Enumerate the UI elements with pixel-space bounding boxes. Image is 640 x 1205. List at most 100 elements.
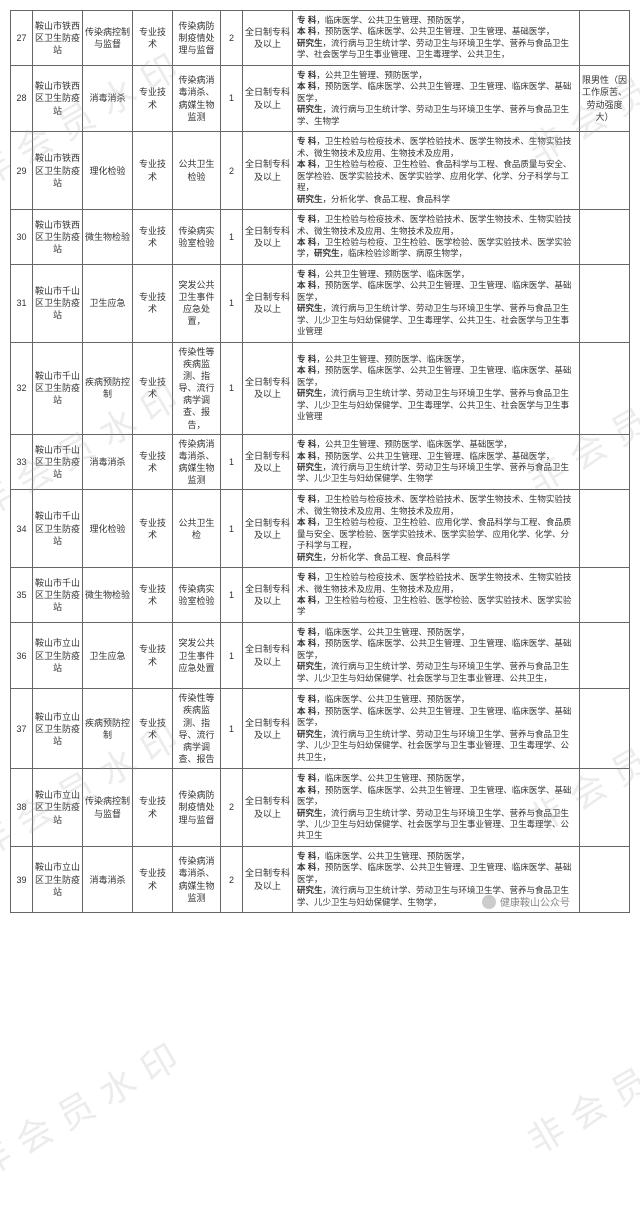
cell-req: 专 科，卫生检验与检疫技术、医学检验技术、医学生物技术、生物实验技术、微生物技术… [293, 490, 580, 568]
cell-qty: 2 [221, 132, 243, 210]
cell-req: 专 科，公共卫生管理、预防医学，本 科，预防医学、临床医学、公共卫生管理、卫生管… [293, 65, 580, 131]
table-row: 38鞍山市立山区卫生防疫站传染病控制与监督专业技术传染病防制疫情处理与监督2全日… [11, 769, 630, 847]
cell-edu: 全日制专科及以上 [243, 132, 293, 210]
job-table: 27鞍山市铁西区卫生防疫站传染病控制与监督专业技术传染病防制疫情处理与监督2全日… [10, 10, 630, 913]
cell-no: 27 [11, 11, 33, 66]
cell-note [580, 434, 630, 490]
cell-no: 38 [11, 769, 33, 847]
table-row: 28鞍山市铁西区卫生防疫站消毒消杀专业技术传染病消毒消杀、病媒生物监测1全日制专… [11, 65, 630, 131]
table-row: 36鞍山市立山区卫生防疫站卫生应急专业技术突发公共卫生事件应急处置1全日制专科及… [11, 622, 630, 688]
cell-post: 消毒消杀 [83, 846, 133, 912]
cell-note [580, 689, 630, 769]
cell-unit: 鞍山市立山区卫生防疫站 [33, 769, 83, 847]
cell-note [580, 132, 630, 210]
cell-req: 专 科，公共卫生管理、预防医学、临床医学、基础医学，本 科，预防医学、公共卫生管… [293, 434, 580, 490]
cell-note [580, 264, 630, 342]
cell-no: 36 [11, 622, 33, 688]
cell-cat: 专业技术 [133, 490, 173, 568]
cell-cat: 专业技术 [133, 210, 173, 265]
cell-qty: 1 [221, 342, 243, 434]
cell-no: 37 [11, 689, 33, 769]
cell-post: 传染病控制与监督 [83, 11, 133, 66]
cell-unit: 鞍山市铁西区卫生防疫站 [33, 65, 83, 131]
cell-no: 32 [11, 342, 33, 434]
cell-unit: 鞍山市铁西区卫生防疫站 [33, 11, 83, 66]
cell-qty: 1 [221, 264, 243, 342]
cell-unit: 鞍山市铁西区卫生防疫站 [33, 132, 83, 210]
cell-dir: 传染病消毒消杀、病媒生物监测 [173, 434, 221, 490]
cell-qty: 1 [221, 434, 243, 490]
cell-dir: 突发公共卫生事件应急处置， [173, 264, 221, 342]
cell-qty: 2 [221, 11, 243, 66]
cell-req: 专 科，临床医学、公共卫生管理、预防医学，本 科，预防医学、临床医学、公共卫生管… [293, 769, 580, 847]
cell-post: 疾病预防控制 [83, 342, 133, 434]
cell-unit: 鞍山市千山区卫生防疫站 [33, 568, 83, 623]
cell-req: 专 科，卫生检验与检疫技术、医学检验技术、医学生物技术、生物实验技术、微生物技术… [293, 132, 580, 210]
cell-no: 33 [11, 434, 33, 490]
cell-unit: 鞍山市立山区卫生防疫站 [33, 846, 83, 912]
cell-no: 30 [11, 210, 33, 265]
table-row: 33鞍山市千山区卫生防疫站消毒消杀专业技术传染病消毒消杀、病媒生物监测1全日制专… [11, 434, 630, 490]
cell-no: 31 [11, 264, 33, 342]
cell-qty: 2 [221, 846, 243, 912]
cell-cat: 专业技术 [133, 132, 173, 210]
cell-cat: 专业技术 [133, 568, 173, 623]
cell-post: 微生物检验 [83, 210, 133, 265]
cell-edu: 全日制专科及以上 [243, 846, 293, 912]
cell-no: 29 [11, 132, 33, 210]
footer-source: 健康鞍山公众号 [482, 894, 570, 909]
cell-unit: 鞍山市铁西区卫生防疫站 [33, 210, 83, 265]
cell-no: 35 [11, 568, 33, 623]
cell-note [580, 342, 630, 434]
avatar-icon [482, 895, 496, 909]
cell-req: 专 科，临床医学、公共卫生管理、预防医学，本 科，预防医学、临床医学、公共卫生管… [293, 689, 580, 769]
table-row: 37鞍山市立山区卫生防疫站疾病预防控制专业技术传染性等疾病监测、指导、流行病学调… [11, 689, 630, 769]
cell-edu: 全日制专科及以上 [243, 490, 293, 568]
cell-no: 39 [11, 846, 33, 912]
cell-post: 传染病控制与监督 [83, 769, 133, 847]
table-row: 29鞍山市铁西区卫生防疫站理化检验专业技术公共卫生检验2全日制专科及以上专 科，… [11, 132, 630, 210]
cell-qty: 1 [221, 689, 243, 769]
cell-edu: 全日制专科及以上 [243, 769, 293, 847]
cell-note [580, 11, 630, 66]
cell-no: 28 [11, 65, 33, 131]
cell-post: 理化检验 [83, 490, 133, 568]
cell-qty: 2 [221, 769, 243, 847]
cell-post: 疾病预防控制 [83, 689, 133, 769]
cell-dir: 公共卫生检验 [173, 132, 221, 210]
cell-post: 微生物检验 [83, 568, 133, 623]
cell-dir: 传染病实验室检验 [173, 568, 221, 623]
cell-dir: 传染病防制疫情处理与监督 [173, 769, 221, 847]
cell-post: 卫生应急 [83, 622, 133, 688]
cell-qty: 1 [221, 568, 243, 623]
cell-unit: 鞍山市千山区卫生防疫站 [33, 490, 83, 568]
cell-dir: 传染病实验室检验 [173, 210, 221, 265]
cell-edu: 全日制专科及以上 [243, 65, 293, 131]
cell-req: 专 科，临床医学、公共卫生管理、预防医学，本 科，预防医学、临床医学、公共卫生管… [293, 11, 580, 66]
cell-edu: 全日制专科及以上 [243, 11, 293, 66]
table-row: 30鞍山市铁西区卫生防疫站微生物检验专业技术传染病实验室检验1全日制专科及以上专… [11, 210, 630, 265]
cell-edu: 全日制专科及以上 [243, 264, 293, 342]
cell-qty: 1 [221, 622, 243, 688]
cell-note: 限男性（因工作原苦、劳动强度大） [580, 65, 630, 131]
cell-unit: 鞍山市千山区卫生防疫站 [33, 434, 83, 490]
cell-cat: 专业技术 [133, 846, 173, 912]
cell-unit: 鞍山市立山区卫生防疫站 [33, 689, 83, 769]
cell-unit: 鞍山市千山区卫生防疫站 [33, 342, 83, 434]
table-row: 35鞍山市千山区卫生防疫站微生物检验专业技术传染病实验室检验1全日制专科及以上专… [11, 568, 630, 623]
cell-note [580, 490, 630, 568]
cell-note [580, 846, 630, 912]
cell-dir: 传染病消毒消杀、病媒生物监测 [173, 846, 221, 912]
table-row: 32鞍山市千山区卫生防疫站疾病预防控制专业技术传染性等疾病监测、指导、流行病学调… [11, 342, 630, 434]
table-row: 27鞍山市铁西区卫生防疫站传染病控制与监督专业技术传染病防制疫情处理与监督2全日… [11, 11, 630, 66]
cell-dir: 传染病消毒消杀、病媒生物监测 [173, 65, 221, 131]
cell-post: 卫生应急 [83, 264, 133, 342]
cell-edu: 全日制专科及以上 [243, 622, 293, 688]
page: 27鞍山市铁西区卫生防疫站传染病控制与监督专业技术传染病防制疫情处理与监督2全日… [0, 0, 640, 923]
cell-qty: 1 [221, 65, 243, 131]
table-row: 31鞍山市千山区卫生防疫站卫生应急专业技术突发公共卫生事件应急处置，1全日制专科… [11, 264, 630, 342]
cell-cat: 专业技术 [133, 622, 173, 688]
cell-req: 专 科，公共卫生管理、预防医学、临床医学，本 科，预防医学、临床医学、公共卫生管… [293, 342, 580, 434]
cell-dir: 公共卫生检 [173, 490, 221, 568]
cell-edu: 全日制专科及以上 [243, 434, 293, 490]
